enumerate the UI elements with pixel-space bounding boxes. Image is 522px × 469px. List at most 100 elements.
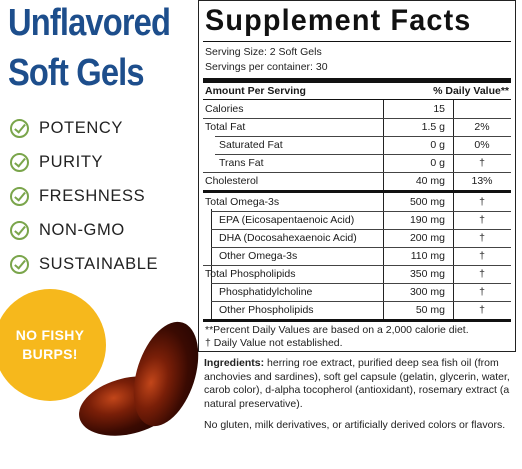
row-divider: [211, 211, 511, 212]
nutrient-name: Other Omega-3s: [219, 250, 298, 262]
nutrient-name: Cholesterol: [205, 175, 259, 187]
nutrient-dv: †: [479, 268, 485, 280]
nutrient-amount: 0 g: [430, 157, 445, 169]
footnote-dagger: † Daily Value not established.: [205, 337, 343, 349]
table-row: Saturated Fat 0 g 0%: [203, 136, 511, 154]
table-row: Other Phospholipids 50 mg †: [203, 301, 511, 319]
facts-title: Supplement Facts: [205, 4, 472, 37]
nutrient-amount: 0 g: [430, 139, 445, 151]
table-row: Trans Fat 0 g †: [203, 154, 511, 172]
table-row: Cholesterol 40 mg 13%: [203, 172, 511, 190]
check-circle-icon: [10, 118, 29, 138]
table-row: DHA (Docosahexaenoic Acid) 200 mg †: [203, 229, 511, 247]
table-row: Phosphatidylcholine 300 mg †: [203, 283, 511, 301]
nutrient-amount: 15: [433, 103, 445, 115]
serving-size: Serving Size: 2 Soft Gels: [205, 46, 322, 58]
nutrient-dv: †: [479, 304, 485, 316]
nutrient-amount: 200 mg: [409, 232, 445, 244]
check-circle-icon: [10, 152, 29, 172]
nutrient-amount: 110 mg: [410, 250, 445, 262]
row-divider: [215, 136, 511, 137]
supplement-facts-panel: Supplement Facts Serving Size: 2 Soft Ge…: [198, 0, 516, 352]
check-circle-icon: [10, 220, 29, 240]
row-divider: [203, 265, 511, 266]
nutrient-dv: 0%: [474, 139, 490, 151]
row-divider: [203, 118, 511, 119]
nutrient-dv: †: [479, 286, 485, 298]
nutrient-dv: †: [479, 232, 485, 244]
nutrient-name: EPA (Eicosapentaenoic Acid): [219, 214, 355, 226]
row-divider: [211, 229, 511, 230]
nutrient-amount: 190 mg: [409, 214, 445, 226]
row-divider: [203, 172, 511, 173]
badge-line-2: BURPS!: [22, 346, 78, 362]
claim-item: PURITY: [10, 145, 158, 179]
nutrient-dv: 2%: [474, 121, 490, 133]
header-daily-value: % Daily Value**: [433, 85, 509, 97]
divider: [203, 99, 511, 100]
nutrient-name: Total Fat: [205, 121, 246, 133]
ingredients-text: Ingredients: herring roe extract, purifi…: [204, 357, 514, 411]
title-line-1: Unflavored: [8, 2, 171, 44]
nutrient-name: Other Phospholipids: [219, 304, 314, 316]
claim-label: POTENCY: [39, 118, 123, 137]
table-row: Total Fat 1.5 g 2%: [203, 118, 511, 136]
claim-item: POTENCY: [10, 111, 158, 145]
table-row: Total Phospholipids 350 mg †: [203, 265, 511, 283]
nutrient-name: Saturated Fat: [219, 139, 283, 151]
table-row: EPA (Eicosapentaenoic Acid) 190 mg †: [203, 211, 511, 229]
nutrient-dv: 13%: [471, 175, 493, 187]
check-circle-icon: [10, 186, 29, 206]
claims-list: POTENCY PURITY FRESHNESS NON-GMO SUSTAIN…: [10, 111, 158, 281]
nutrient-amount: 40 mg: [415, 175, 445, 187]
free-from-statement: No gluten, milk derivatives, or artifici…: [204, 419, 506, 431]
nutrient-dv: †: [479, 250, 485, 262]
nutrient-name: Total Phospholipids: [205, 268, 296, 280]
ingredients-list: herring roe extract, purified deep sea f…: [204, 357, 510, 410]
nutrient-name: DHA (Docosahexaenoic Acid): [219, 232, 357, 244]
thick-divider: [203, 319, 511, 322]
thick-divider: [203, 78, 511, 83]
divider: [203, 41, 511, 42]
indent-line: [211, 209, 212, 319]
row-divider: [215, 154, 511, 155]
nutrient-name: Calories: [205, 103, 244, 115]
nutrient-amount: 300 mg: [409, 286, 445, 298]
nutrient-name: Phosphatidylcholine: [219, 286, 313, 298]
nutrient-name: Total Omega-3s: [205, 196, 280, 208]
column-separator: [383, 100, 384, 319]
claim-item: NON-GMO: [10, 213, 158, 247]
nutrient-amount: 50 mg: [415, 304, 445, 316]
product-title: Unflavored Soft Gels: [8, 0, 171, 98]
nutrient-amount: 1.5 g: [421, 121, 445, 133]
header-amount: Amount Per Serving: [205, 85, 306, 97]
table-row: Total Omega-3s 500 mg †: [203, 193, 511, 211]
claim-label: PURITY: [39, 152, 104, 171]
table-header: Amount Per Serving % Daily Value**: [205, 85, 509, 97]
claim-item: FRESHNESS: [10, 179, 158, 213]
nutrient-dv: †: [479, 157, 485, 169]
no-fishy-burps-badge: NO FISHY BURPS!: [0, 289, 106, 401]
badge-line-1: NO FISHY: [15, 327, 85, 343]
ingredients-label: Ingredients:: [204, 357, 265, 369]
nutrient-dv: †: [479, 214, 485, 226]
title-line-2: Soft Gels: [8, 52, 145, 94]
row-divider: [211, 283, 511, 284]
nutrient-amount: 350 mg: [409, 268, 445, 280]
table-row: Calories 15: [203, 100, 511, 118]
table-row: Other Omega-3s 110 mg †: [203, 247, 511, 265]
claim-label: NON-GMO: [39, 220, 125, 239]
check-circle-icon: [10, 254, 29, 274]
nutrient-dv: †: [479, 196, 485, 208]
footnote-percent-dv: **Percent Daily Values are based on a 2,…: [205, 324, 469, 336]
row-divider: [211, 247, 511, 248]
claim-item: SUSTAINABLE: [10, 247, 158, 281]
nutrient-amount: 500 mg: [409, 196, 445, 208]
thick-divider: [203, 190, 511, 193]
nutrient-name: Trans Fat: [219, 157, 264, 169]
row-divider: [211, 301, 511, 302]
claim-label: FRESHNESS: [39, 186, 146, 205]
column-separator: [453, 100, 454, 319]
servings-per-container: Servings per container: 30: [205, 61, 328, 73]
claim-label: SUSTAINABLE: [39, 254, 159, 273]
